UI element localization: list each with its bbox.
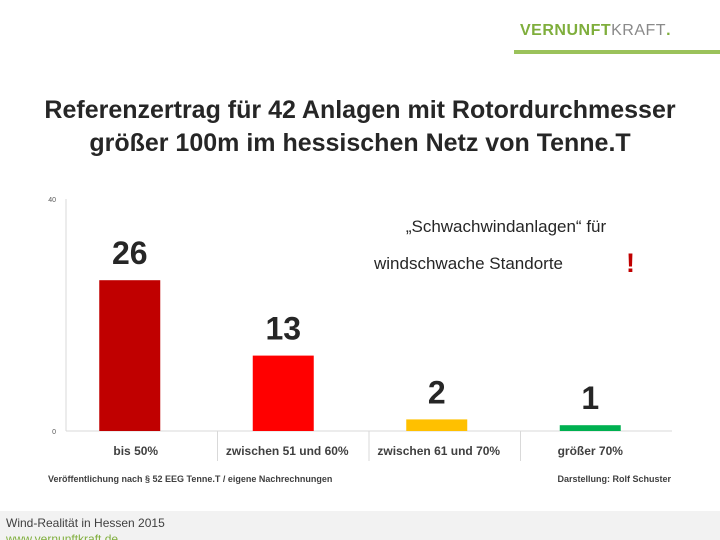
brand-part-3: . [666,22,672,39]
title-line-1: Referenzertrag für 42 Anlagen mit Rotord… [44,96,676,124]
slide-title: Referenzertrag für 42 Anlagen mit Rotord… [20,94,700,160]
bar-4 [559,425,621,431]
brand-logo: VERNUNFTKRAFT. [520,22,671,40]
y-tick-label-min: 0 [52,429,56,436]
x-tick-label-3: zwischen 61 und 70% [377,444,500,458]
x-tick-label-2: zwischen 51 und 60% [226,444,349,458]
x-tick-label-1: bis 50% [113,444,158,458]
data-label-3: 2 [428,374,446,410]
footer-text: Wind-Realität in Hessen 2015 [6,516,165,530]
x-tick-label-4: größer 70% [558,444,624,458]
brand-part-2: KRAFT [611,22,667,39]
brand-part-1: VERNUNFT [520,22,612,39]
data-label-4: 1 [581,380,599,416]
footer-bar [0,511,720,540]
data-label-2: 13 [265,311,301,347]
y-tick-label-max: 40 [48,197,56,204]
title-line-2: größer 100m im hessischen Netz von Tenne… [89,129,631,157]
bar-3 [406,419,468,431]
brand-underline [514,50,720,54]
source-left: Veröffentlichung nach § 52 EEG Tenne.T /… [48,474,332,484]
footer-url[interactable]: www.vernunftkraft.de [6,532,119,540]
data-label-1: 26 [112,235,148,271]
annotation-line-1: „Schwachwindanlagen“ für [406,217,607,236]
bar-2 [252,355,314,431]
annotation-exclamation: ! [626,248,635,278]
source-right: Darstellung: Rolf Schuster [557,474,671,484]
bar-1 [99,280,161,431]
annotation-line-2: windschwache Standorte [373,254,563,273]
bar-chart: 40 0 26 bis 50% 13 zwischen 51 und 60% 2 zwisch… [48,197,672,484]
